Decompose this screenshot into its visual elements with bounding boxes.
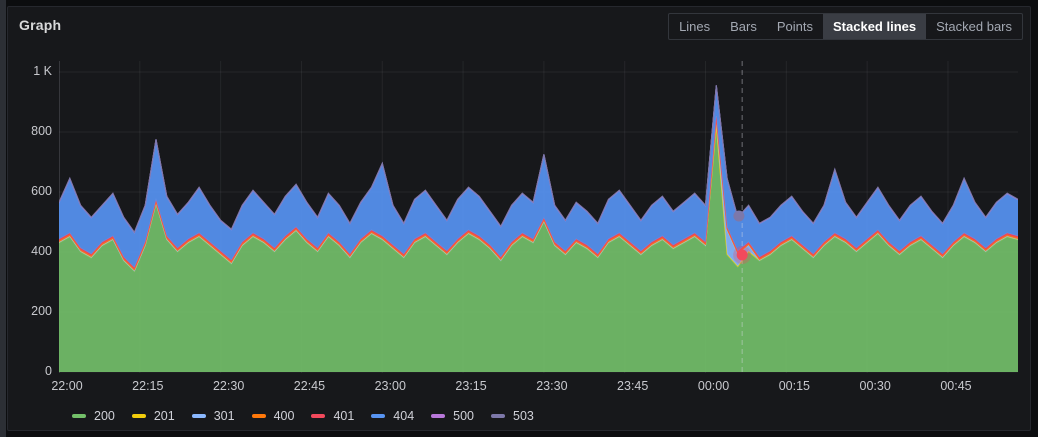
- legend-item-503[interactable]: 503: [491, 409, 534, 423]
- area-401[interactable]: [59, 116, 1018, 270]
- legend-swatch-301: [191, 414, 206, 418]
- window-edge: [0, 0, 6, 437]
- x-tick-22-45: 22:45: [293, 379, 326, 393]
- legend-label-404: 404: [393, 409, 415, 423]
- mode-lines[interactable]: Lines: [679, 19, 711, 34]
- panel-title: Graph: [19, 17, 62, 33]
- line-503: [59, 85, 1018, 234]
- legend-swatch-404: [371, 414, 386, 418]
- legend: 200 201 301 400 401 404 500 503: [72, 409, 551, 423]
- mode-points[interactable]: Points: [776, 19, 814, 34]
- area-200[interactable]: [59, 126, 1018, 372]
- hover-marker-503: [733, 210, 745, 222]
- legend-swatch-500: [431, 414, 446, 418]
- hover-marker-401: [736, 249, 748, 261]
- legend-swatch-201: [131, 414, 146, 418]
- legend-label-200: 200: [94, 409, 115, 423]
- x-tick-23-30: 23:30: [536, 379, 568, 393]
- y-tick-200: 200: [31, 304, 52, 318]
- stacked-area-chart[interactable]: [59, 61, 1018, 373]
- legend-item-200[interactable]: 200: [72, 409, 115, 423]
- x-tick-23-15: 23:15: [455, 379, 487, 393]
- y-tick-1-k: 1 K: [33, 64, 52, 78]
- y-tick-800: 800: [31, 124, 52, 138]
- y-tick-0: 0: [45, 364, 52, 378]
- mode-stacked-bars[interactable]: Stacked bars: [936, 19, 1012, 34]
- legend-label-201: 201: [153, 409, 175, 423]
- legend-swatch-503: [491, 414, 506, 418]
- x-tick-00-15: 00:15: [778, 379, 810, 393]
- mode-switcher: Lines Bars Points Stacked lines Stacked bars: [668, 13, 1023, 40]
- legend-label-503: 503: [513, 409, 534, 423]
- x-tick-22-30: 22:30: [212, 379, 245, 393]
- graph-panel: Graph Lines Bars Points Stacked lines Stacke…: [7, 6, 1031, 431]
- legend-label-400: 400: [273, 409, 295, 423]
- legend-item-400[interactable]: 400: [251, 409, 295, 423]
- y-tick-600: 600: [31, 184, 52, 198]
- area-404[interactable]: [59, 85, 1018, 268]
- legend-swatch-200: [72, 414, 86, 418]
- legend-label-500: 500: [453, 409, 475, 423]
- x-tick-22-00: 22:00: [51, 379, 83, 393]
- legend-swatch-400: [251, 414, 266, 418]
- legend-label-301: 301: [213, 409, 235, 423]
- legend-item-301[interactable]: 301: [191, 409, 235, 423]
- y-tick-400: 400: [31, 244, 52, 258]
- x-tick-00-45: 00:45: [940, 379, 972, 393]
- x-tick-00-00: 00:00: [697, 379, 730, 393]
- legend-swatch-401: [311, 414, 326, 418]
- x-tick-22-15: 22:15: [132, 379, 164, 393]
- mode-stacked-lines[interactable]: Stacked lines: [823, 14, 927, 39]
- legend-item-500[interactable]: 500: [431, 409, 474, 423]
- legend-label-401: 401: [333, 409, 355, 423]
- x-tick-23-45: 23:45: [617, 379, 649, 393]
- mode-bars[interactable]: Bars: [730, 19, 757, 34]
- chart-area: 0 200 400 600 800 1 K 22:00 22:15 22:30 22:45 23:…: [8, 7, 1030, 430]
- x-tick-00-30: 00:30: [859, 379, 891, 393]
- x-tick-23-00: 23:00: [374, 379, 406, 393]
- legend-item-404[interactable]: 404: [371, 409, 414, 423]
- legend-item-401[interactable]: 401: [311, 409, 354, 423]
- legend-item-201[interactable]: 201: [131, 409, 175, 423]
